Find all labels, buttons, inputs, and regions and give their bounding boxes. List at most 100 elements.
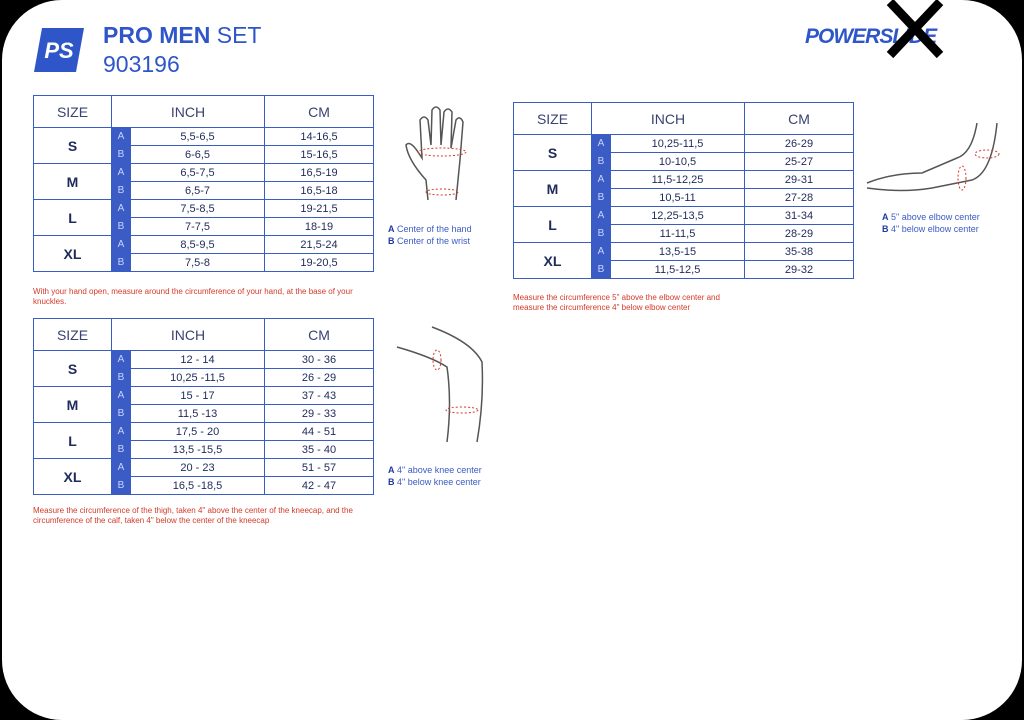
header-cell: SIZE [513,102,592,135]
legend-item: A 5" above elbow center [882,211,980,223]
close-button[interactable] [880,0,950,60]
cm-cell: 44 - 51 [264,422,374,441]
hand-illustration [405,106,467,201]
cm-cell: 25-27 [744,152,854,171]
brand-badge: PS [34,28,84,72]
row: S A 10,25-11,5 26-29 [513,134,854,171]
measure-line [425,188,459,196]
row: B 7-7,5 18-19 [34,217,374,236]
cm-cell: 26 - 29 [264,368,374,387]
row: B 10-10,5 25-27 [514,152,854,171]
row: XL A 8,5-9,5 21,5-24 [33,235,374,272]
size-cell: L [513,206,592,243]
brand-mark: PS [44,38,74,63]
part-label: B [111,181,131,200]
cm-cell: 51 - 57 [264,458,374,477]
elbow-illustration [866,122,1000,192]
row: L A 17,5 - 20 44 - 51 [33,422,374,459]
measure-line [957,165,967,191]
part-label: A [591,134,611,153]
header-cell: INCH [111,318,265,351]
close-stroke [886,0,944,59]
part-label: B [591,260,611,279]
row: M A 11,5-12,25 29-31 [513,170,854,207]
legend-text: 5" above elbow center [891,212,980,222]
legend-letter: A [388,224,395,234]
row: B 16,5 -18,5 42 - 47 [34,476,374,495]
cm-cell: 26-29 [744,134,854,153]
inch-cell: 8,5-9,5 [130,235,265,254]
badge-shape [34,28,84,72]
part-label: B [591,152,611,171]
legend-letter: B [882,224,889,234]
measure-line [445,406,479,414]
size-table: SIZE INCH CM S A 10,25-11,5 26-29 B 10-10,5 25-27… [513,102,854,279]
cm-cell: 29-32 [744,260,854,279]
cm-cell: 29 - 33 [264,404,374,423]
legend-letter: A [388,465,395,475]
cm-cell: 29-31 [744,170,854,189]
part-label: A [591,170,611,189]
header-cell: CM [264,318,374,351]
legend: A Center of the hand B Center of the wris… [388,223,472,247]
inch-cell: 13,5-15 [610,242,745,261]
size-cell: L [33,422,112,459]
measure-line [974,149,1000,159]
measure-line [417,147,467,157]
header-row: SIZE INCH CM [33,318,374,351]
size-cell: XL [513,242,592,279]
cm-cell: 14-16,5 [264,127,374,146]
inch-cell: 10,5-11 [610,188,745,207]
cm-cell: 35 - 40 [264,440,374,459]
inch-cell: 12,25-13,5 [610,206,745,225]
title-line: PRO MEN SET [103,22,261,49]
header-row: SIZE INCH CM [33,95,374,128]
part-label: A [111,458,131,477]
part-label: B [591,224,611,243]
cm-cell: 28-29 [744,224,854,243]
legend: A 5" above elbow center B 4" below elbow … [882,211,980,235]
header-cell: INCH [111,95,265,128]
size-cell: XL [33,458,112,495]
part-label: A [111,127,131,146]
part-label: B [111,368,131,387]
header-cell: SIZE [33,318,112,351]
part-label: B [111,440,131,459]
cm-cell: 16,5-19 [264,163,374,182]
inch-cell: 7-7,5 [130,217,265,236]
inch-cell: 13,5 -15,5 [130,440,265,459]
inch-cell: 6,5-7 [130,181,265,200]
part-label: A [111,163,131,182]
row: XL A 20 - 23 51 - 57 [33,458,374,495]
cm-cell: 18-19 [264,217,374,236]
row: B 10,5-11 27-28 [514,188,854,207]
part-label: A [111,422,131,441]
header-cell: CM [744,102,854,135]
part-label: A [591,206,611,225]
arm-outline [866,122,998,192]
row: L A 12,25-13,5 31-34 [513,206,854,243]
cm-cell: 16,5-18 [264,181,374,200]
inch-cell: 11,5-12,5 [610,260,745,279]
cm-cell: 31-34 [744,206,854,225]
cm-cell: 30 - 36 [264,350,374,369]
row: S A 12 - 14 30 - 36 [33,350,374,387]
knee-illustration [396,326,484,443]
cm-cell: 15-16,5 [264,145,374,164]
inch-cell: 7,5-8,5 [130,199,265,218]
legend: A 4" above knee center B 4" below knee ce… [388,464,482,488]
row: B 7,5-8 19-20,5 [34,253,374,272]
part-label: A [111,199,131,218]
inch-cell: 6,5-7,5 [130,163,265,182]
part-label: A [111,235,131,254]
note: Measure the circumference of the thigh, … [33,506,353,525]
size-cell: M [33,386,112,423]
cm-cell: 37 - 43 [264,386,374,405]
inch-cell: 12 - 14 [130,350,265,369]
size-cell: M [33,163,112,200]
inch-cell: 11,5 -13 [130,404,265,423]
part-label: A [591,242,611,261]
part-label: B [111,404,131,423]
inch-cell: 7,5-8 [130,253,265,272]
inch-cell: 15 - 17 [130,386,265,405]
